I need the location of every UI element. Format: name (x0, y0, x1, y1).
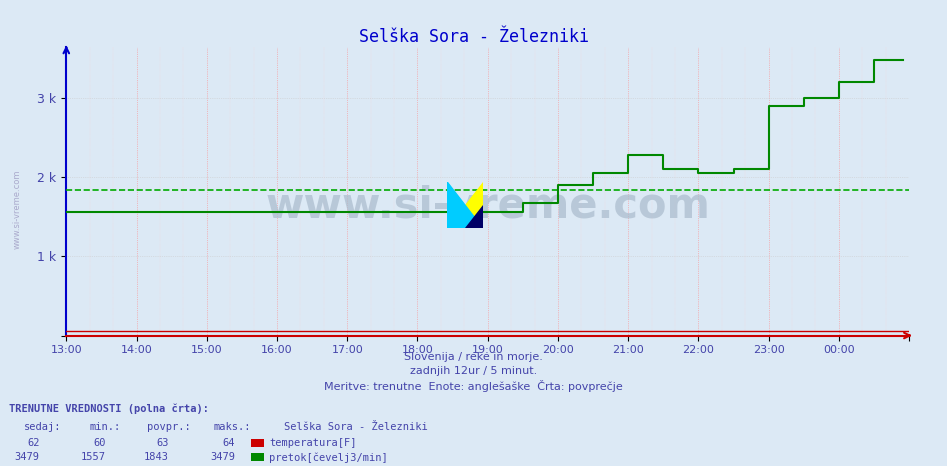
Text: 1557: 1557 (81, 452, 106, 462)
Text: Selška Sora - Železniki: Selška Sora - Železniki (359, 28, 588, 46)
Text: min.:: min.: (90, 422, 121, 432)
Polygon shape (447, 182, 483, 228)
Text: 1843: 1843 (144, 452, 169, 462)
Text: Selška Sora - Železniki: Selška Sora - Železniki (284, 422, 428, 432)
Text: pretok[čevelj3/min]: pretok[čevelj3/min] (269, 452, 387, 463)
Text: 3479: 3479 (210, 452, 235, 462)
Polygon shape (447, 182, 483, 228)
Text: www.si-vreme.com: www.si-vreme.com (265, 185, 710, 226)
Text: povpr.:: povpr.: (147, 422, 190, 432)
Text: zadnjih 12ur / 5 minut.: zadnjih 12ur / 5 minut. (410, 366, 537, 376)
Text: Slovenija / reke in morje.: Slovenija / reke in morje. (404, 352, 543, 362)
Text: www.si-vreme.com: www.si-vreme.com (12, 170, 22, 249)
Text: 64: 64 (223, 438, 235, 448)
Text: 60: 60 (94, 438, 106, 448)
Polygon shape (465, 205, 483, 228)
Text: temperatura[F]: temperatura[F] (269, 438, 356, 448)
Text: sedaj:: sedaj: (24, 422, 62, 432)
Text: TRENUTNE VREDNOSTI (polna črta):: TRENUTNE VREDNOSTI (polna črta): (9, 403, 209, 414)
Text: Meritve: trenutne  Enote: anglešaške  Črta: povprečje: Meritve: trenutne Enote: anglešaške Črta… (324, 380, 623, 392)
Text: 62: 62 (27, 438, 40, 448)
Text: 3479: 3479 (15, 452, 40, 462)
Text: maks.:: maks.: (213, 422, 251, 432)
Text: 63: 63 (156, 438, 169, 448)
